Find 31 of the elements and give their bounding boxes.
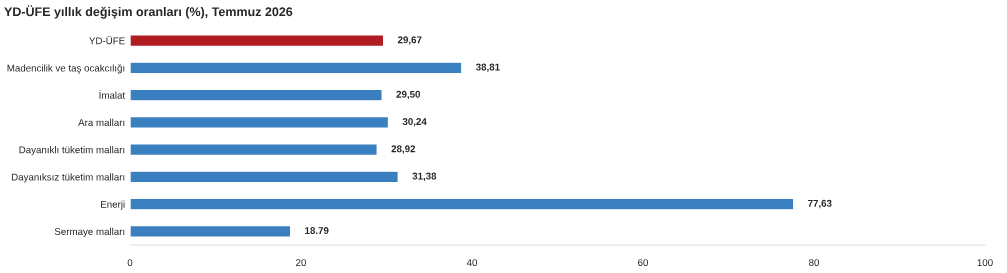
data-label: 29,50: [396, 90, 421, 100]
bar: [130, 224, 292, 238]
y-tick-label: İmalat: [99, 90, 126, 99]
y-tick-label: Ara malları: [78, 118, 125, 126]
x-tick-label: 20: [296, 259, 307, 267]
data-label: 38,81: [475, 63, 500, 72]
y-tick-label: Dayanıksız tüketim malları: [11, 173, 125, 183]
y-tick-label: Enerji: [101, 200, 125, 210]
x-tick-label: 0: [127, 259, 133, 267]
y-tick-label: YD-ÜFE: [89, 36, 125, 45]
x-tick-label: 80: [809, 259, 820, 267]
data-label: 31,38: [412, 172, 437, 181]
data-label: 29,67: [397, 36, 422, 45]
bar: [130, 197, 795, 211]
bar: [130, 170, 399, 184]
bar: [130, 88, 383, 102]
bar: [130, 143, 378, 157]
y-tick-label: Madencilik ve taş ocakcılığı: [7, 64, 125, 74]
x-tick-label: 40: [466, 259, 478, 267]
y-tick-label: Sermaye malları: [54, 227, 125, 237]
chart-title: YD-ÜFE yıllık değişim oranları (%), Temmuz 2026: [4, 5, 293, 19]
x-tick-label: 100: [977, 259, 993, 267]
bar: [130, 34, 385, 48]
bar: [130, 115, 390, 129]
data-label: 28,92: [391, 145, 416, 154]
data-label: 18.79: [305, 227, 329, 234]
y-tick-label: Dayanıklı tüketim malları: [19, 146, 125, 156]
bar: [130, 61, 463, 75]
data-label: 30,24: [402, 118, 427, 127]
x-tick-label: 60: [638, 259, 649, 267]
data-label: 77,63: [808, 199, 832, 209]
